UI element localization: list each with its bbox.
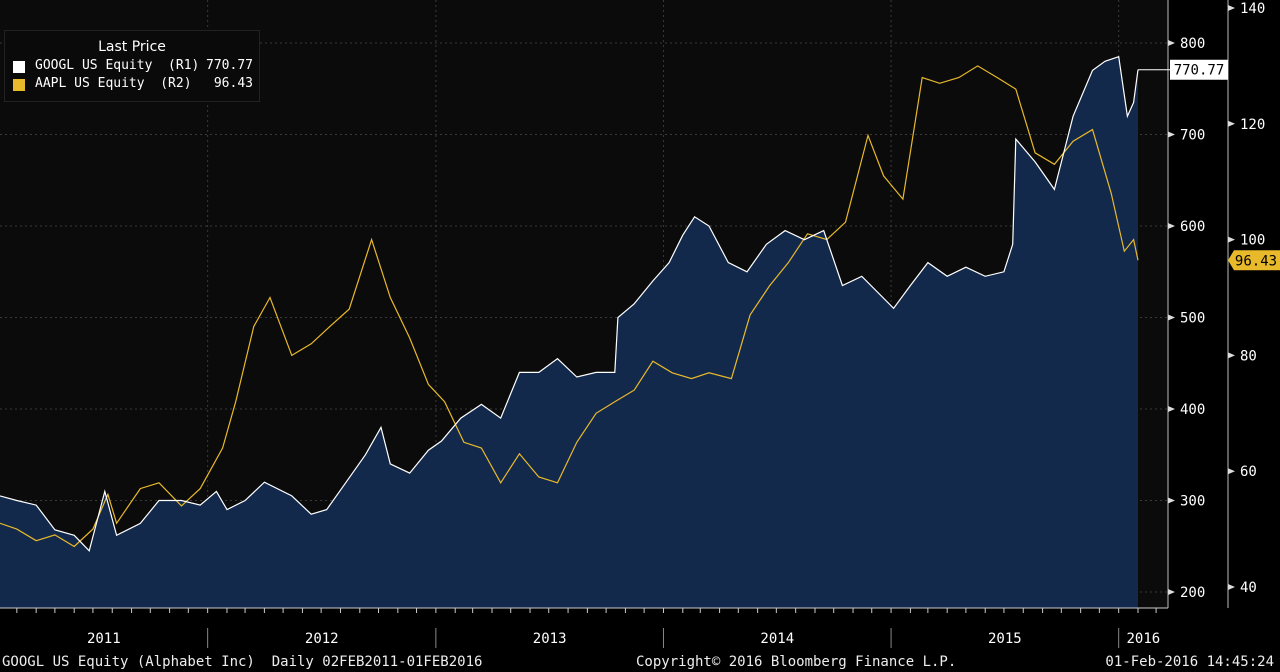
legend-label-googl: GOOGL US Equity (R1) (35, 58, 200, 73)
x-axis: 2011 2012 2013 2014 2015 2016 (0, 607, 1280, 654)
x-axis-year-label: 2011 (87, 631, 121, 647)
googl-area-fill (0, 56, 1138, 608)
axis-r2-tick-label: 40 (1240, 580, 1257, 596)
last-value-labels: 770.77 96.43 (1138, 59, 1280, 271)
axis-r2: 40 60 80 100 120 140 (1227, 0, 1265, 608)
axis-r1-tick-label: 500 (1180, 311, 1205, 327)
x-axis-year-label: 2012 (305, 631, 339, 647)
axis-r1-tick-label: 700 (1180, 128, 1205, 144)
googl-last-value: 770.77 (1174, 63, 1225, 79)
axis-r2-tick-label: 80 (1240, 348, 1257, 364)
aapl-last-badge (1228, 250, 1280, 271)
axis-r2-tick (1228, 352, 1235, 359)
x-axis-year-label: 2015 (988, 631, 1022, 647)
axis-r2-tick (1228, 120, 1235, 127)
axis-r1-tick-label: 400 (1180, 402, 1205, 418)
axis-r1-tick-label: 800 (1180, 36, 1205, 52)
footer-security-info: GOOGL US Equity (Alphabet Inc) Daily 02F… (2, 654, 483, 670)
axis-r1-tick-label: 200 (1180, 585, 1205, 601)
legend-label-aapl: AAPL US Equity (R2) (35, 76, 192, 91)
legend-swatch-aapl (13, 79, 25, 91)
x-axis-year-label: 2013 (533, 631, 567, 647)
axis-r1-tick (1168, 223, 1175, 229)
axis-r1: 200 300 400 500 600 700 800 (1167, 0, 1205, 608)
axis-r1-tick (1168, 40, 1175, 46)
legend-box: Last Price GOOGL US Equity (R1) 770.77 A… (4, 30, 260, 102)
googl-last-badge (1170, 59, 1228, 80)
axis-r1-tick (1168, 131, 1175, 138)
axis-r2-tick-label: 120 (1240, 117, 1265, 133)
axis-r1-tick (1168, 589, 1175, 595)
legend-item-aapl: AAPL US Equity (R2) 96.43 (13, 76, 253, 92)
axis-r1-tick-label: 600 (1180, 219, 1205, 235)
footer-copyright: Copyright© 2016 Bloomberg Finance L.P. (636, 654, 957, 670)
axis-r2-tick (1228, 468, 1235, 475)
legend-swatch-googl (13, 61, 25, 73)
axis-r2-tick (1228, 5, 1235, 11)
legend-value-aapl: 96.43 (213, 76, 253, 91)
axis-r2-tick (1228, 236, 1235, 243)
axis-r2-tick-label: 100 (1240, 233, 1265, 249)
x-axis-band (0, 608, 1280, 654)
aapl-last-value: 96.43 (1235, 253, 1277, 269)
axis-r1-tick (1168, 406, 1175, 412)
aapl-price-line (0, 65, 1139, 548)
footer-timestamp: 01-Feb-2016 14:45:24 (1105, 654, 1274, 670)
axis-r1-tick-label: 300 (1180, 494, 1205, 510)
googl-price-line (0, 55, 1139, 552)
x-axis-year-label: 2016 (1126, 631, 1160, 647)
x-axis-year-label: 2014 (760, 631, 794, 647)
axis-r2-tick-label: 60 (1240, 464, 1257, 480)
legend-value-googl: 770.77 (206, 58, 253, 73)
axis-r1-tick (1168, 497, 1175, 504)
axis-r1-tick (1168, 314, 1175, 321)
axis-r2-tick-label: 140 (1240, 1, 1265, 17)
legend-title: Last Price (98, 39, 166, 55)
legend-item-googl: GOOGL US Equity (R1) 770.77 (13, 58, 253, 74)
axis-r2-tick (1228, 584, 1235, 590)
